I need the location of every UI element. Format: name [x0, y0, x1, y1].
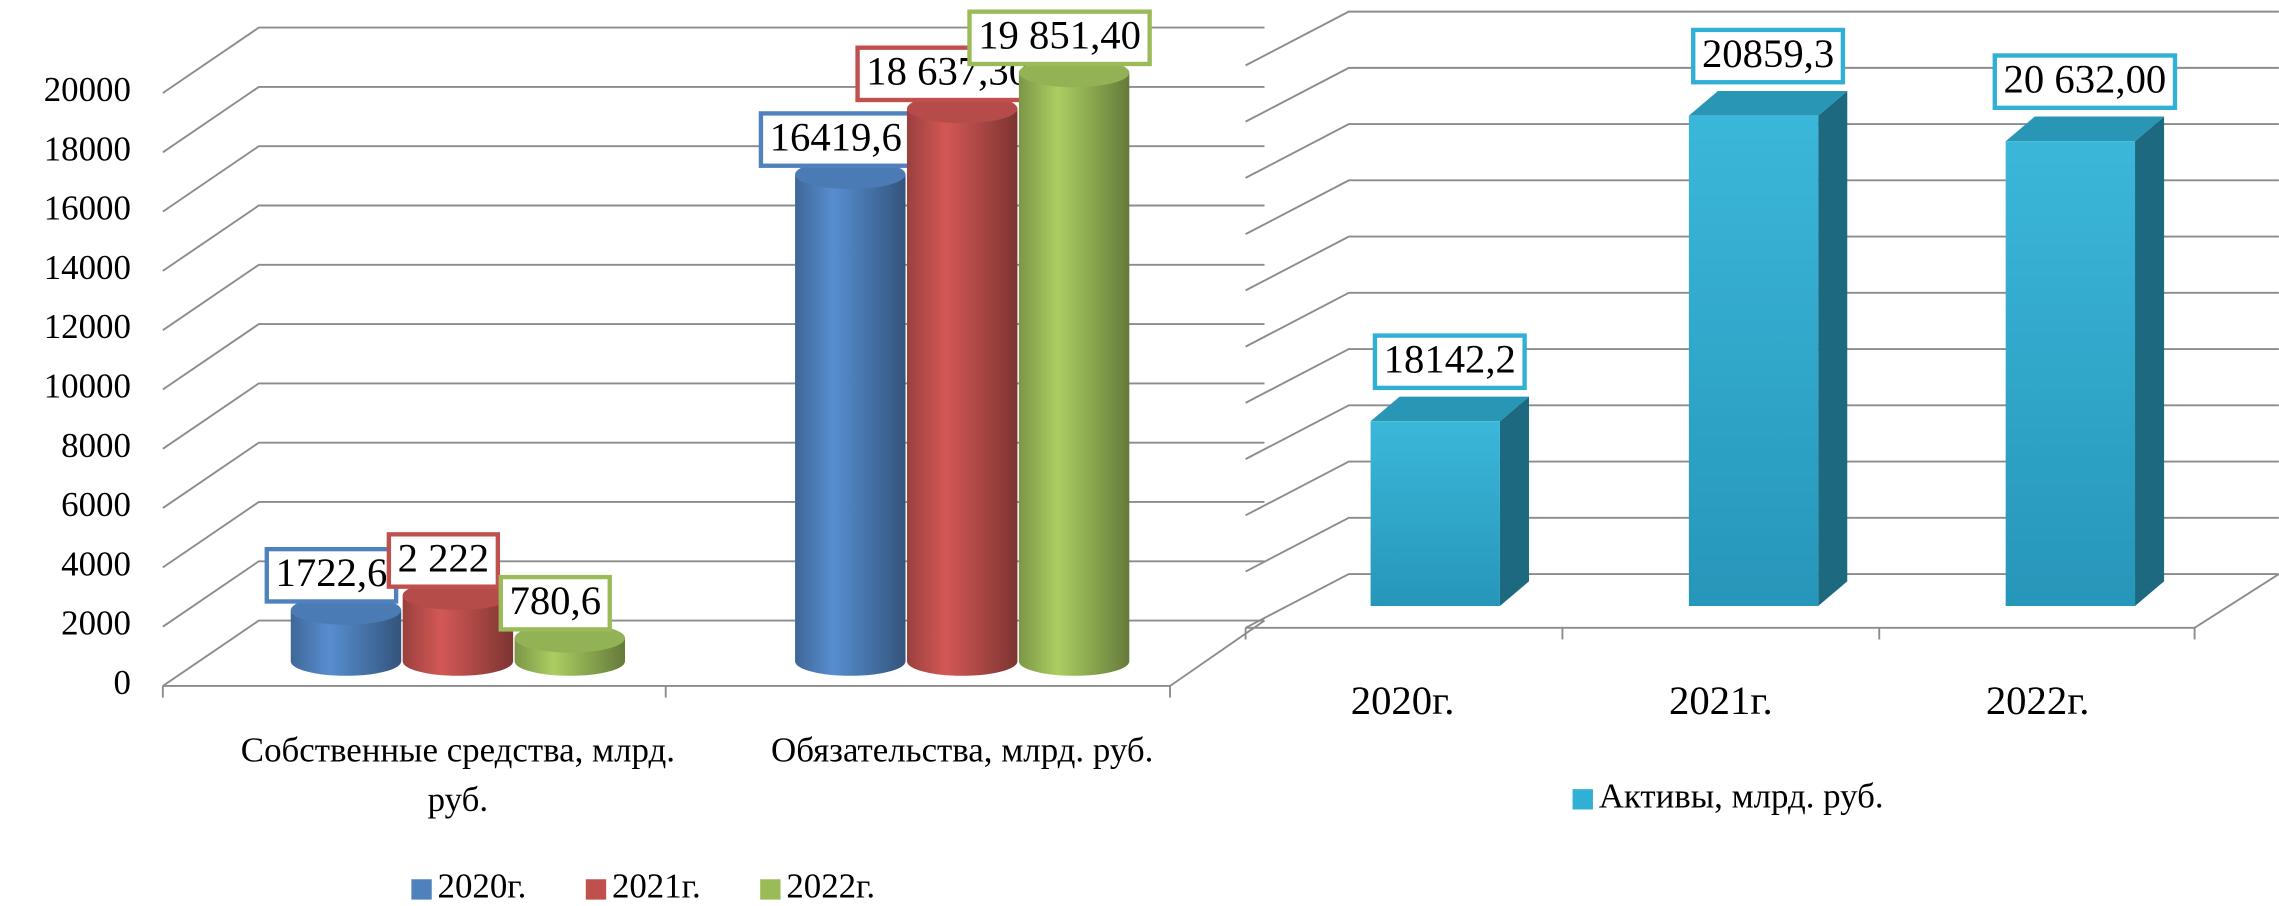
x-tick-label: 2022г. — [1986, 678, 2090, 723]
grid-line — [1245, 179, 2279, 235]
grid-line — [1245, 123, 2279, 179]
data-label: 780,6 — [498, 574, 612, 632]
data-label-text: 18142,2 — [1384, 337, 1516, 382]
grid-line — [1245, 235, 2279, 292]
legend-swatch — [585, 879, 607, 900]
y-tick-label: 8000 — [61, 426, 131, 465]
floor-edge — [162, 619, 1266, 687]
legend-swatch — [411, 879, 432, 900]
data-label-frame — [967, 9, 1152, 67]
y-tick-label: 12000 — [44, 307, 131, 346]
x-tick-label: Собственные средства, млрд. руб. — [240, 732, 675, 820]
data-label-text: 20859,3 — [1702, 31, 1834, 76]
y-tick-label: 18000 — [44, 129, 131, 168]
legend-swatch — [1572, 789, 1593, 810]
data-label-frame — [1691, 27, 1846, 85]
legend-label: 2021г. — [612, 866, 701, 905]
data-label: 16419,6 — [758, 111, 913, 168]
x-tick-label-box: Собственные средства, млрд. руб. — [240, 732, 675, 820]
bar — [906, 108, 1018, 676]
data-label-frame — [1372, 333, 1527, 391]
bar — [795, 174, 906, 676]
data-label: 19 851,40 — [967, 9, 1152, 67]
bar — [402, 595, 514, 676]
x-tick-label-box: Обязательства, млрд. руб. — [771, 732, 1154, 771]
grid-line — [1245, 291, 2279, 348]
grid-line — [1245, 404, 2279, 460]
grid-line — [1245, 66, 2279, 123]
data-label-text: 2 222 — [398, 535, 490, 580]
data-label: 18142,2 — [1372, 333, 1527, 391]
x-tick-label: 2021г. — [1669, 678, 1773, 723]
grid-line — [1245, 516, 2279, 573]
grid-line — [1245, 10, 2279, 67]
bar — [1370, 421, 1500, 607]
gridlines — [1245, 10, 2279, 629]
grid-line — [1245, 460, 2279, 517]
data-label-text: 1722,6 — [276, 550, 388, 595]
data-label-frame — [758, 111, 913, 168]
data-label-frame — [498, 574, 612, 632]
legend-swatch — [760, 879, 781, 900]
grid-line — [1245, 348, 2279, 404]
y-tick-label: 14000 — [44, 248, 131, 287]
data-label-text: 20 632,00 — [2004, 56, 2167, 101]
data-label-text: 19 851,40 — [978, 13, 1141, 58]
bar-top — [1370, 396, 1529, 422]
data-label: 20 632,00 — [1992, 53, 2178, 110]
legend-label: 2020г. — [438, 866, 527, 905]
data-label: 20859,3 — [1691, 27, 1846, 85]
y-tick-label: 16000 — [44, 189, 131, 228]
y-tick-label: 4000 — [61, 544, 131, 583]
data-label: 2 222 — [386, 532, 501, 589]
y-tick-label: 6000 — [61, 485, 131, 524]
y-tick-label: 20000 — [44, 70, 131, 109]
data-label-text: 16419,6 — [770, 114, 902, 159]
x-tick-label: Обязательства, млрд. руб. — [771, 732, 1154, 771]
grid-line — [1245, 573, 2279, 629]
bar-side — [1818, 90, 1848, 607]
legend-label: 2022г. — [786, 866, 875, 905]
grid-line — [162, 26, 1265, 94]
y-tick-label: 0 — [113, 663, 130, 702]
bar — [290, 610, 402, 676]
y-tick-label: 2000 — [61, 604, 131, 643]
bar — [1688, 115, 1819, 607]
bar-top — [1688, 90, 1848, 116]
data-label-frame — [1992, 53, 2178, 110]
bar-side — [1499, 396, 1529, 607]
bar-top — [2005, 116, 2165, 142]
data-label: 1722,6 — [264, 546, 399, 604]
x-tick-label: 2020г. — [1351, 678, 1455, 723]
data-label-frame — [386, 532, 501, 589]
y-tick-label: 10000 — [44, 366, 131, 405]
bar-side — [2135, 116, 2165, 607]
data-label-text: 780,6 — [509, 578, 601, 623]
bar — [1018, 72, 1130, 676]
legend-label: Активы, млрд. руб. — [1599, 776, 1884, 815]
bar — [2005, 141, 2136, 607]
